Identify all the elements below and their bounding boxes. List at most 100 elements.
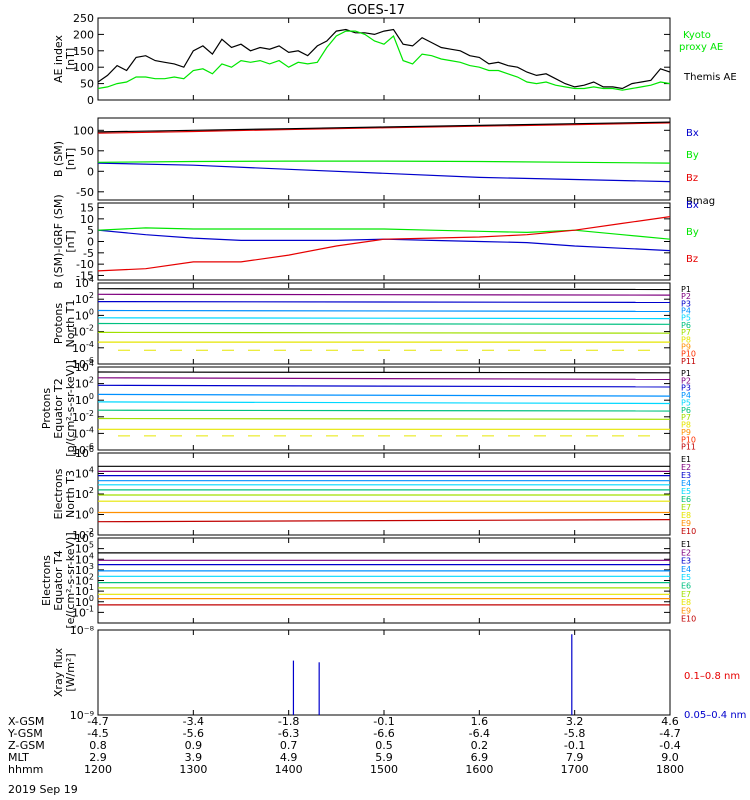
y-axis-label: [W/m²] <box>64 653 77 691</box>
legend-bz: Bz <box>686 254 698 265</box>
y-tick-label: 15 <box>80 202 94 215</box>
channel-label: E3 <box>681 471 691 480</box>
y-tick-exponent: -2 <box>86 409 94 418</box>
series-line-bz <box>97 216 671 272</box>
series-line-bz <box>97 122 671 134</box>
y-tick-label: 102 <box>75 291 94 306</box>
x-table-value: -5.8 <box>564 727 585 740</box>
channel-label: P1 <box>681 369 691 378</box>
channel-label: E5 <box>681 487 691 496</box>
legend-xray: 0.1–0.8 nm <box>684 671 740 682</box>
y-tick-label: 10 <box>80 213 94 226</box>
legend-bx: Bx <box>686 128 699 139</box>
y-tick-exponent: 0 <box>89 507 94 516</box>
y-tick-label: 100 <box>75 507 94 522</box>
channel-label: P5 <box>681 314 691 323</box>
channel-label: P10 <box>681 435 696 444</box>
y-tick-exponent: 1 <box>89 583 94 592</box>
y-axis-label: Electrons <box>40 555 53 606</box>
panel-frame <box>97 452 671 536</box>
legend-by: By <box>686 227 699 238</box>
y-tick-label: 100 <box>73 61 94 74</box>
y-tick-exponent: 0 <box>89 594 94 603</box>
channel-label: P3 <box>681 299 691 308</box>
channel-label: P11 <box>681 357 696 366</box>
channel-label: P4 <box>681 307 691 316</box>
legend-bmag: Bmag <box>686 196 715 207</box>
series-line-p4 <box>97 393 671 397</box>
y-tick-label: 0 <box>87 94 94 107</box>
channel-label: P11 <box>681 443 696 452</box>
y-axis-label: B (SM) <box>52 141 65 177</box>
channel-label: P6 <box>681 321 691 330</box>
y-tick-label: 0 <box>87 236 94 249</box>
x-table-value: -6.3 <box>278 727 299 740</box>
channel-label: E5 <box>681 573 691 582</box>
x-table-value: -4.7 <box>87 715 108 728</box>
legend-bx: Bx <box>686 200 699 211</box>
x-table-value: -6.6 <box>373 727 394 740</box>
series-line-p3 <box>97 301 671 303</box>
panel-8: 10⁻⁸ 10⁻⁹ Xray flux [W/m²] 0.1–0.8 nm 0.05–0.… <box>52 624 746 722</box>
plot-title: GOES-17 <box>347 3 405 18</box>
channel-label: E1 <box>681 455 691 464</box>
series-line-p1 <box>97 371 671 374</box>
y-axis-label: North T1 <box>64 300 77 348</box>
y-tick-label: 104 <box>75 275 94 290</box>
channel-label: E9 <box>681 606 691 615</box>
channel-label: P4 <box>681 391 691 400</box>
y-axis-label: Electrons <box>52 468 65 519</box>
y-tick-label: 5 <box>87 224 94 237</box>
channel-label: E10 <box>681 615 696 624</box>
y-tick-exponent: 0 <box>89 392 94 401</box>
x-table-value: 4.6 <box>661 715 679 728</box>
y-tick-label: 100 <box>75 307 94 322</box>
x-table-value: 0.7 <box>280 739 298 752</box>
channel-label: E2 <box>681 463 691 472</box>
y-tick-label: 104 <box>75 466 94 481</box>
series-line-themis-ae <box>97 28 671 90</box>
series-line-by <box>97 160 671 164</box>
channel-label: E6 <box>681 495 691 504</box>
y-tick-label: 10⁻⁸ <box>70 624 95 637</box>
series-line-p6 <box>97 409 671 412</box>
y-tick-label: 100 <box>73 124 94 137</box>
y-tick-label: 50 <box>80 145 94 158</box>
x-table-value: 1500 <box>370 763 398 776</box>
series-line-e10 <box>97 518 671 523</box>
channel-label: E8 <box>681 511 691 520</box>
x-table-value: -0.4 <box>659 739 680 752</box>
y-tick-label: -5 <box>83 247 94 260</box>
y-tick-exponent: -2 <box>86 324 94 333</box>
channel-label: P8 <box>681 421 691 430</box>
series-line-bx <box>97 162 671 183</box>
x-axis-table: X-GSM -4.7 -3.4 -1.8 -0.1 1.6 3.2 4.6Y-GSM -4.5-… <box>7 715 684 776</box>
x-table-value: 1300 <box>179 763 207 776</box>
x-table-value: -6.4 <box>469 727 490 740</box>
series-line-p5 <box>97 401 671 405</box>
channel-label: P8 <box>681 335 691 344</box>
channel-label: E7 <box>681 503 691 512</box>
channel-label: E2 <box>681 548 691 557</box>
panel-frame <box>97 537 671 624</box>
channel-label: P7 <box>681 328 691 337</box>
x-table-value: -3.4 <box>183 715 204 728</box>
y-tick-exponent: 4 <box>89 551 94 560</box>
x-table-row-label: Y-GSM <box>7 727 43 740</box>
y-tick-label: 100 <box>75 392 94 407</box>
x-table-value: 4.9 <box>280 751 298 764</box>
y-tick-exponent: 6 <box>89 445 94 454</box>
channel-label: P10 <box>681 350 696 359</box>
channel-label: E7 <box>681 590 691 599</box>
channel-label: P6 <box>681 406 691 415</box>
series-line-p3 <box>97 384 671 388</box>
x-table-row-label: X-GSM <box>8 715 44 728</box>
y-tick-label: -50 <box>76 186 94 199</box>
x-table-value: -1.8 <box>278 715 299 728</box>
y-tick-exponent: 2 <box>89 573 94 582</box>
channel-label: P2 <box>681 376 691 385</box>
y-tick-label: 10⁻⁹ <box>70 709 94 722</box>
